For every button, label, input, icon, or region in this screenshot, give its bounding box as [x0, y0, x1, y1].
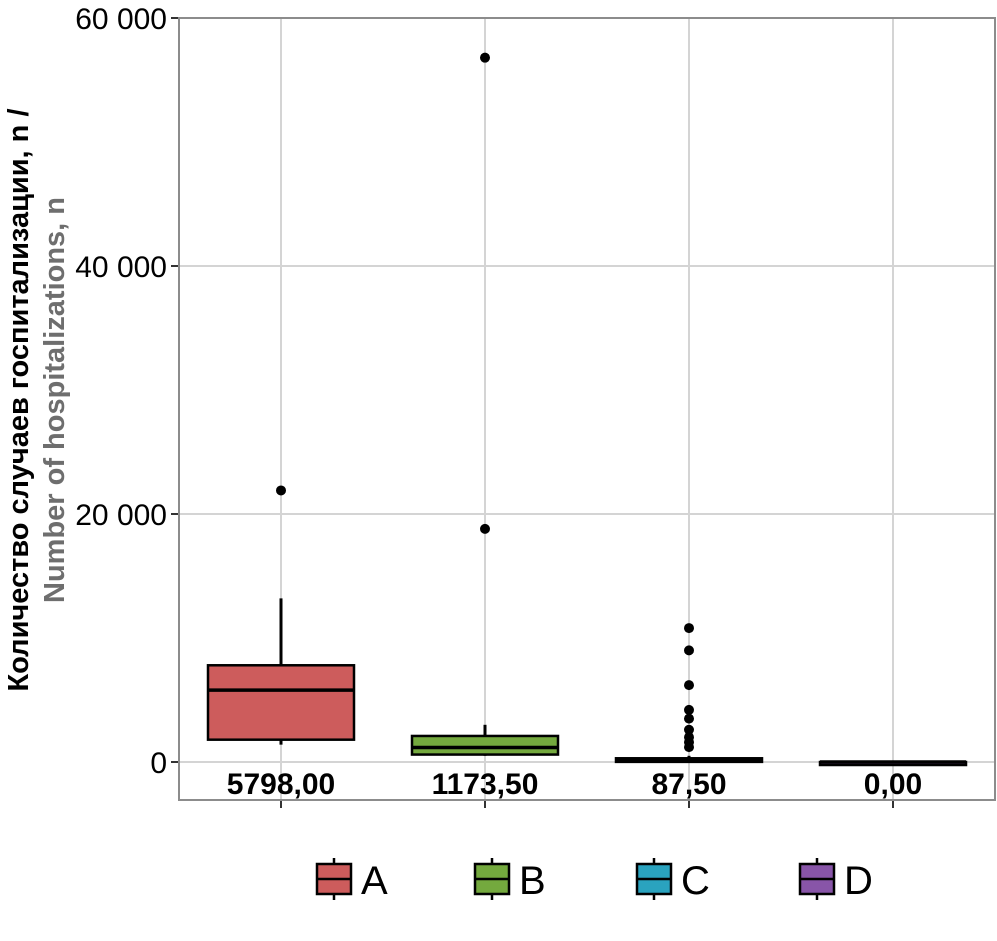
legend-item-D: D [798, 858, 873, 903]
outlier-point [684, 713, 694, 724]
median-value-label: 87,50 [651, 768, 726, 801]
outlier-point [684, 732, 694, 743]
legend-label: A [361, 859, 388, 903]
y-tick-label: 0 [150, 747, 167, 780]
legend-label: D [844, 859, 873, 903]
outlier-point [480, 52, 490, 63]
plot-panel-border [178, 17, 996, 801]
outlier-point [684, 680, 694, 691]
outlier-point [684, 724, 694, 735]
box-D: 0,00 [818, 760, 968, 801]
outlier-point [480, 523, 490, 534]
outlier-point [684, 645, 694, 656]
box-body [206, 664, 356, 741]
y-axis: 0 20 000 40 000 60 000 [75, 3, 894, 808]
y-tick-label: 60 000 [75, 3, 167, 36]
outlier-point [276, 485, 286, 496]
median-value-label: 1173,50 [432, 768, 539, 801]
outlier-point [684, 623, 694, 634]
y-tick-label: 20 000 [75, 499, 167, 532]
y-axis-title: Количество случаев госпитализации, n / [3, 108, 35, 691]
y-tick-label: 40 000 [75, 251, 167, 284]
legend: A B C D [315, 858, 873, 903]
box-C: 87,50 [614, 623, 764, 801]
box-B: 1173,50 [410, 52, 560, 801]
legend-label: C [681, 859, 710, 903]
box-body [410, 734, 560, 756]
legend-item-B: B [473, 858, 546, 903]
legend-label: B [519, 859, 546, 903]
median-value-label: 5798,00 [227, 768, 335, 801]
legend-item-C: C [635, 858, 710, 903]
legend-item-A: A [315, 858, 388, 903]
median-value-label: 0,00 [864, 768, 922, 801]
outlier-point [684, 704, 694, 715]
box-A: 5798,00 [206, 485, 356, 801]
boxes: 5798,00 1173,50 87,50 0,00 [206, 52, 968, 801]
y-axis-title-secondary: Number of hospitalizations, n [39, 197, 71, 603]
